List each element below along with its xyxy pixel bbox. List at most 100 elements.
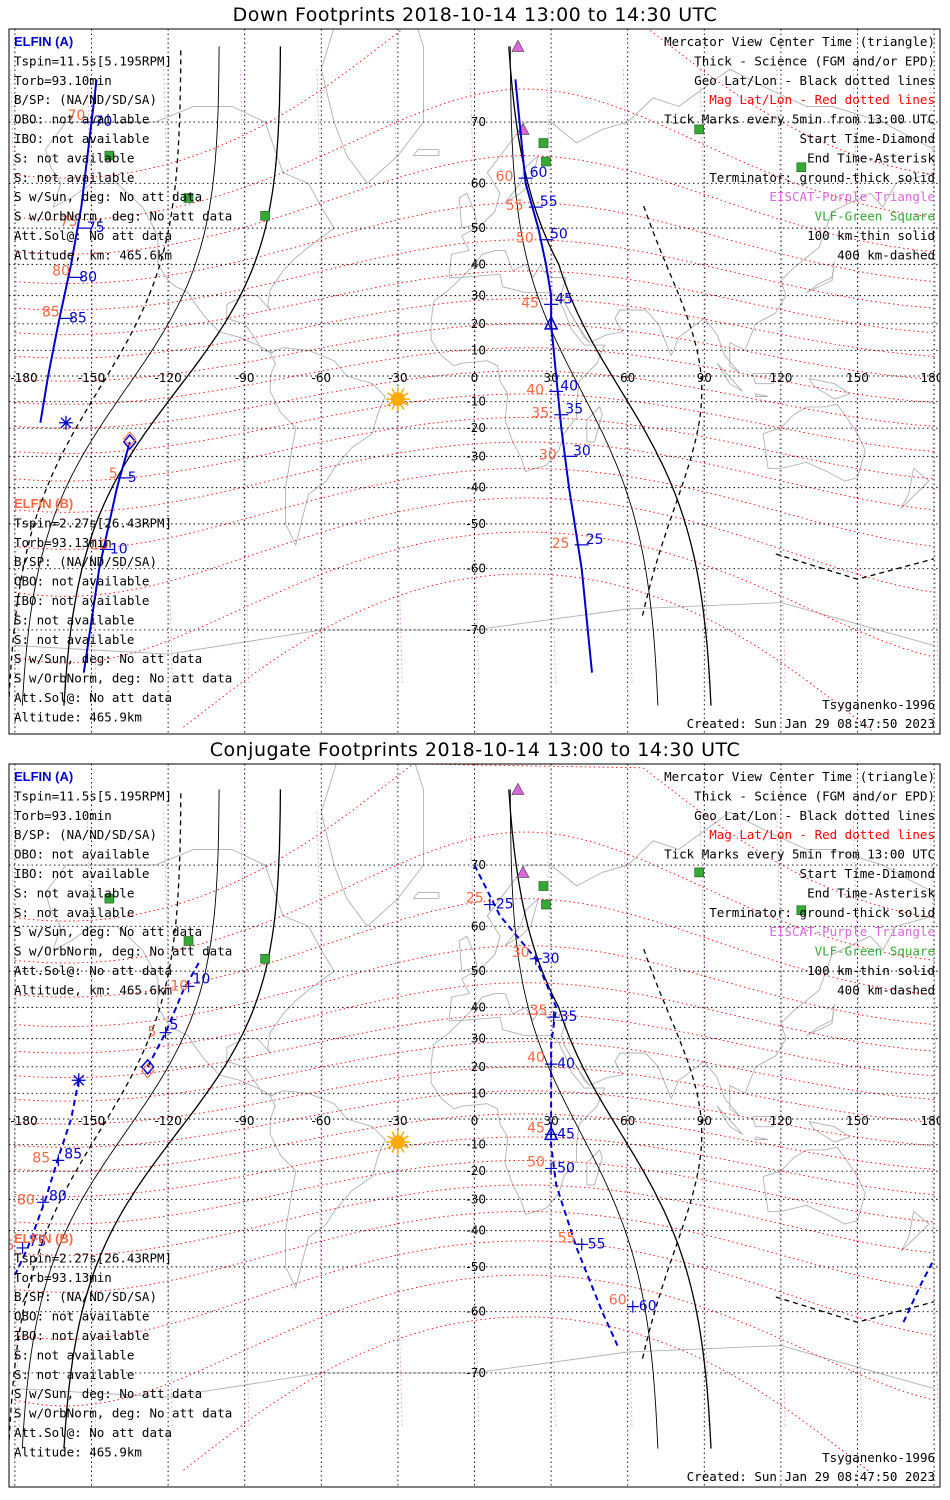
mag-lon-line	[622, 812, 633, 1426]
mag-lat-line	[14, 1066, 935, 1125]
lon-tick-label: -30	[388, 1114, 408, 1128]
start-diamond-icon	[122, 433, 137, 451]
legend-item: Mag Lat/Lon - Red dotted lines	[709, 92, 935, 107]
mag-lon-line	[316, 812, 327, 1426]
elfin-a-info-line: Tspin=11.5s[5.195RPM]	[14, 788, 172, 803]
lat-tick-label: -60	[466, 562, 486, 576]
elfin-b-info-line: IBO: not available	[14, 593, 149, 608]
coastline	[320, 764, 424, 927]
mag-lat-line	[14, 393, 935, 454]
mag-lat-line	[183, 1316, 874, 1475]
lon-tick-label: -30	[388, 371, 408, 385]
created-timestamp: Created: Sun Jan 29 08:47:50 2023	[687, 716, 935, 731]
center-time-triangle-icon	[543, 315, 559, 330]
coastline	[430, 273, 606, 473]
lon-tick-label: -90	[235, 371, 255, 385]
vlf-square-icon	[260, 211, 270, 221]
vlf-square-icon	[796, 162, 807, 173]
lat-tick-label: -30	[466, 449, 486, 463]
legend-item: EISCAT-Purple Triangle	[769, 189, 935, 204]
legend-item: Terminator: ground-thick solid	[709, 905, 935, 920]
legend-item: 100 km-thin solid	[807, 228, 935, 243]
lat-tick-label: 50	[471, 221, 486, 235]
elfin-a-tick-label: 85	[64, 1146, 82, 1162]
legend-item: Terminator: ground-thick solid	[709, 170, 935, 185]
vlf-square-icon	[694, 867, 704, 878]
elfin-a-info-line: OBO: not available	[14, 847, 149, 862]
elfin-b-tick-label: 85	[32, 1150, 50, 1166]
lat-tick-label: -50	[466, 1260, 486, 1274]
coastline	[754, 1136, 769, 1140]
down-map-area: -180 -150 -120 -90 -60 -30 0 30 60 90 120 150 180 70 6…	[9, 29, 940, 734]
eiscat-triangle-icon	[511, 39, 525, 52]
elfin-a-tick-label: 25	[496, 897, 514, 913]
elfin-b-info-line: OBO: not available	[14, 1309, 149, 1324]
vlf-square-icon	[796, 905, 807, 916]
elfin-a-info-line: B/SP: (NA/ND/SD/SA)	[14, 827, 157, 842]
elfin-b-tick-label: 25	[466, 891, 484, 907]
lon-tick-label: 60	[620, 1114, 635, 1128]
elfin-a-tick	[52, 1154, 65, 1167]
legend-item: Thick - Science (FGM and/or EPD)	[694, 788, 935, 803]
elfin-a-name: ELFIN (A)	[14, 769, 73, 784]
elfin-a-tick	[626, 1300, 639, 1313]
elfin-a-tick	[16, 1241, 29, 1254]
legend-item: 400 km-dashed	[837, 247, 935, 262]
elfin-a-tick-label: 45	[557, 1126, 575, 1142]
eiscat-triangle-icon	[516, 122, 530, 135]
elfin-b-tick-label: 40	[526, 382, 544, 398]
terminator-400km-line	[9, 46, 182, 706]
elfin-a-info-line: Torb=93.10min	[14, 73, 112, 88]
mag-lon-line	[929, 812, 939, 1426]
vlf-square-icon	[104, 893, 115, 904]
terminator-400km-line	[775, 553, 935, 580]
elfin-a-info-line: OBO: not available	[14, 112, 149, 127]
elfin-a-tick-label: 35	[565, 402, 583, 418]
mag-lat-line	[14, 982, 935, 1054]
down-panel-title: Down Footprints 2018-10-14 13:00 to 14:3…	[232, 4, 718, 26]
coastline	[320, 29, 424, 184]
coastline	[762, 403, 866, 482]
elfin-a-tick-label: 55	[588, 1236, 606, 1252]
legend-item: End Time-Asterisk	[807, 885, 935, 900]
elfin-a-tick-label: 30	[573, 443, 591, 459]
legend-item: Start Time-Diamond	[800, 866, 935, 881]
elfin-a-tick-label: 40	[560, 378, 578, 394]
mag-lon-line	[239, 812, 250, 1426]
mag-lat-line	[14, 1240, 935, 1340]
lon-tick-label: -60	[311, 371, 331, 385]
mag-lat-line	[14, 239, 935, 311]
elfin-a-tick-label: 50	[550, 227, 568, 243]
elfin-a-track	[473, 864, 619, 1347]
mag-lat-line	[14, 497, 935, 597]
elfin-b-info-line: S: not available	[14, 632, 134, 647]
legend-item: Mercator View Center Time (triangle)	[664, 34, 935, 49]
elfin-b-info-line: S w/OrbNorm, deg: No att data	[14, 671, 232, 686]
mag-lat-line	[14, 323, 935, 382]
down-panel-frame	[8, 28, 941, 735]
elfin-b-info-line: Tspin=2.27s[26.43RPM]	[14, 515, 172, 530]
elfin-b-tick-label: 30	[539, 447, 557, 463]
elfin-b-info: ELFIN (B) Tspin=2.27s[26.43RPM] Torb=93.13…	[14, 496, 232, 724]
coastline	[900, 1210, 930, 1252]
coastline	[806, 260, 835, 294]
elfin-b-info-line: S w/OrbNorm, deg: No att data	[14, 1406, 232, 1421]
elfin-a-track	[902, 1258, 935, 1323]
legend-item: End Time-Asterisk	[807, 150, 935, 165]
lat-tick-label: -20	[466, 1164, 486, 1178]
mag-lat-line	[14, 29, 935, 179]
mag-lat-line	[14, 531, 935, 664]
elfin-a-tick-label: 50	[557, 1160, 575, 1176]
lat-tick-label: 60	[471, 176, 486, 190]
elfin-a-info-line: Altitude, km: 465.6km	[14, 982, 172, 997]
elfin-b-info-line: Torb=93.13min	[14, 1270, 112, 1285]
elfin-b-info-line: S w/Sun, deg: No att data	[14, 1386, 202, 1401]
conjugate-panel-frame	[8, 763, 941, 1488]
lat-tick-label: 20	[471, 317, 486, 331]
lon-tick-label: 150	[846, 1114, 869, 1128]
conjugate-map-panel: -180 -150 -120 -90 -60 -30 0 30 60 90 120 150 180 70 6…	[8, 763, 941, 1488]
elfin-a-tick-label: 5	[170, 1018, 179, 1034]
eiscat-triangle-icon	[516, 865, 530, 878]
elfin-a-info-line: S w/OrbNorm, deg: No att data	[14, 944, 232, 959]
elfin-b-info-line: OBO: not available	[14, 574, 149, 589]
